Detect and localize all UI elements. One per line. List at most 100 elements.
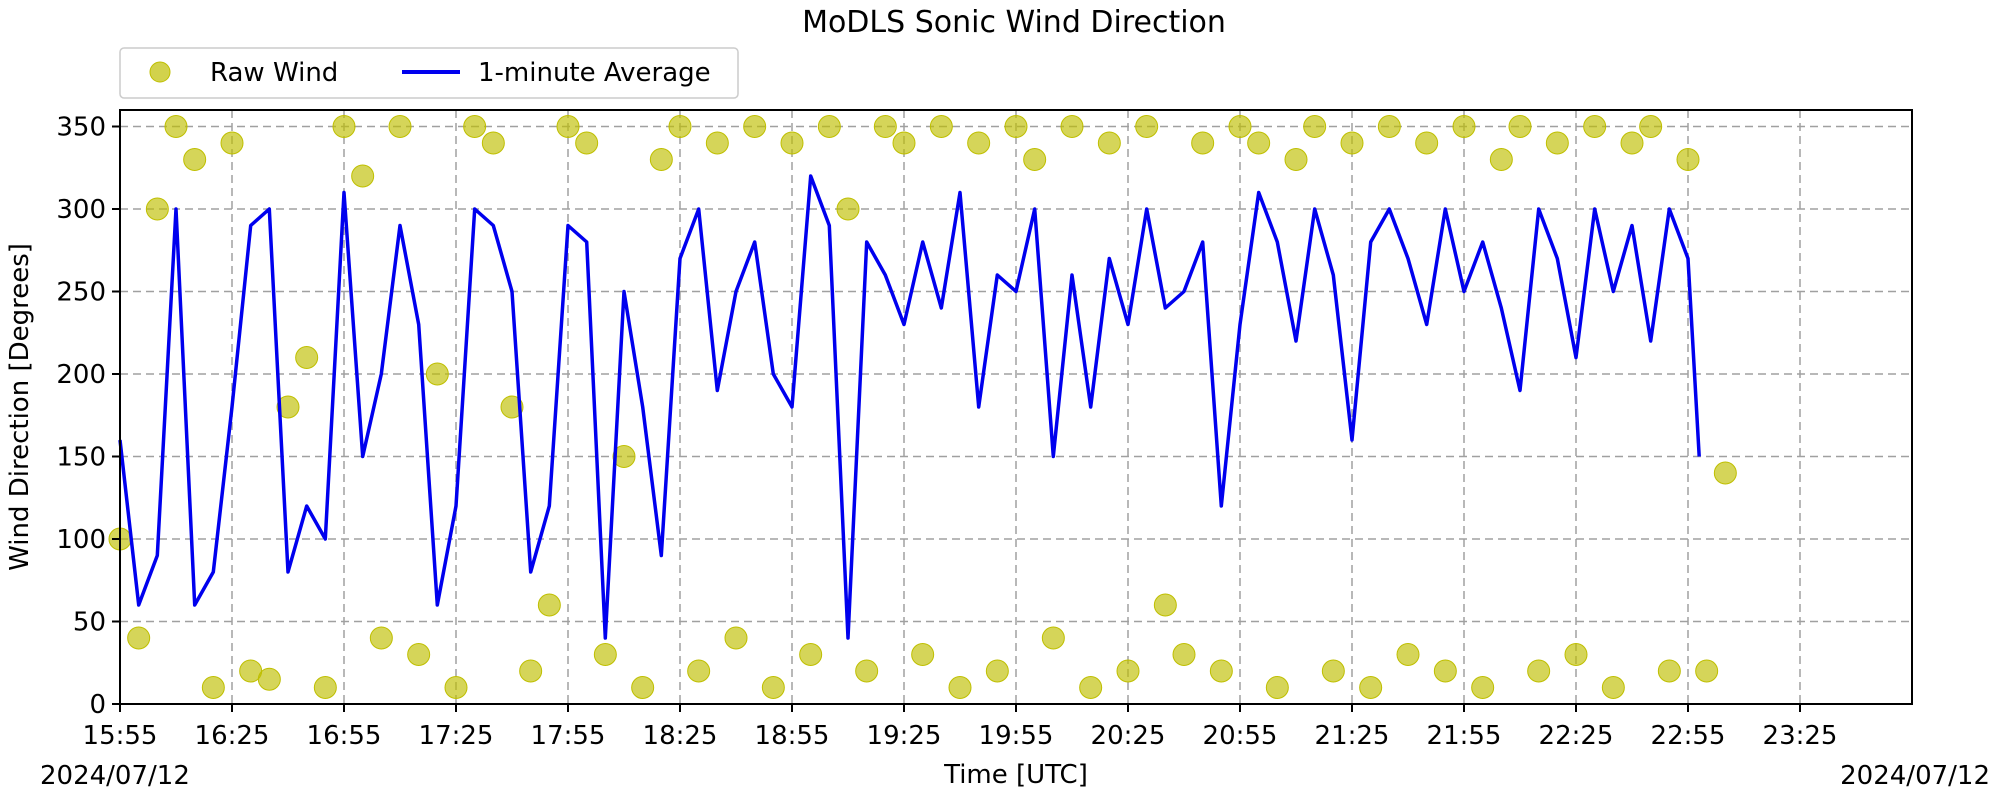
raw-wind-point — [724, 626, 748, 650]
raw-wind-point — [220, 131, 244, 155]
raw-wind-point — [1135, 115, 1159, 138]
date-label-left: 2024/07/12 — [40, 761, 190, 791]
raw-wind-point — [1153, 593, 1177, 617]
raw-wind-point — [1415, 131, 1439, 155]
y-tick-label: 250 — [56, 278, 106, 308]
raw-wind-point — [556, 115, 580, 138]
one-minute-average-line — [118, 174, 1701, 640]
raw-wind-point — [183, 148, 207, 171]
raw-wind-point — [463, 115, 487, 138]
x-tick-label: 15:55 — [83, 721, 158, 751]
raw-wind-point — [1228, 115, 1252, 138]
raw-wind-point — [593, 643, 617, 666]
x-tick-label: 18:25 — [643, 721, 718, 751]
raw-wind-point — [1489, 148, 1513, 171]
raw-wind-point — [1471, 676, 1495, 699]
raw-wind-point — [164, 115, 188, 138]
raw-wind-point — [1340, 131, 1364, 155]
legend: Raw Wind 1-minute Average — [119, 47, 739, 99]
raw-wind-point — [929, 115, 953, 138]
raw-wind-point — [1601, 676, 1625, 699]
raw-wind-point — [481, 131, 505, 155]
raw-wind-point — [836, 197, 860, 221]
raw-wind-point — [1377, 115, 1401, 138]
raw-wind-point — [257, 667, 281, 691]
raw-wind-point — [668, 115, 692, 138]
raw-wind-point — [649, 148, 673, 171]
legend-raw-wind-label: Raw Wind — [210, 58, 338, 88]
raw-wind-point — [313, 676, 337, 699]
x-tick-label: 16:25 — [195, 721, 270, 751]
raw-wind-point — [1284, 148, 1308, 171]
x-tick-label: 21:55 — [1427, 721, 1502, 751]
raw-wind-point — [519, 659, 543, 683]
raw-wind-point — [1004, 115, 1028, 138]
raw-wind-point — [201, 676, 225, 699]
raw-wind-point — [948, 676, 972, 699]
raw-wind-point — [1209, 659, 1233, 683]
raw-wind-point — [276, 395, 300, 419]
raw-wind-point — [1620, 131, 1644, 155]
x-tick-label: 16:55 — [307, 721, 382, 751]
plot-frame — [119, 109, 1913, 705]
raw-wind-point — [127, 626, 151, 650]
raw-wind-point — [1676, 148, 1700, 171]
raw-wind-point — [1321, 659, 1345, 683]
raw-wind-point — [388, 115, 412, 138]
raw-wind-point — [761, 676, 785, 699]
x-tick-label: 20:25 — [1091, 721, 1166, 751]
raw-wind-point — [1527, 659, 1551, 683]
raw-wind-point — [743, 115, 767, 138]
raw-wind-point — [1041, 626, 1065, 650]
raw-wind-scatter — [108, 115, 1737, 699]
raw-wind-point — [985, 659, 1009, 683]
chart-title: MoDLS Sonic Wind Direction — [802, 5, 1226, 40]
x-axis-label: Time [UTC] — [943, 760, 1088, 790]
raw-wind-point — [1265, 676, 1289, 699]
raw-wind-point — [1583, 115, 1607, 138]
raw-wind-point — [537, 593, 561, 617]
raw-wind-point — [295, 346, 319, 369]
raw-wind-point — [1545, 131, 1569, 155]
raw-wind-point — [687, 659, 711, 683]
y-tick-label: 100 — [56, 525, 106, 555]
legend-average-label: 1-minute Average — [478, 58, 711, 88]
raw-wind-point — [817, 115, 841, 138]
raw-wind-point — [911, 643, 935, 666]
raw-wind-point — [500, 395, 524, 419]
raw-wind-point — [1097, 131, 1121, 155]
legend-raw-wind-marker — [149, 61, 171, 83]
raw-wind-point — [1508, 115, 1532, 138]
x-tick-label: 22:25 — [1539, 721, 1614, 751]
date-label-right: 2024/07/12 — [1840, 761, 1990, 791]
x-tick-label: 19:25 — [867, 721, 942, 751]
y-axis-label: Wind Direction [Degrees] — [5, 243, 35, 571]
raw-wind-point — [892, 131, 916, 155]
raw-wind-point — [351, 164, 375, 188]
raw-wind-point — [855, 659, 879, 683]
x-axis-ticks: 15:55 16:25 16:55 17:25 17:55 18:25 18:55 19:25… — [83, 704, 1837, 751]
raw-wind-point — [575, 131, 599, 155]
raw-wind-point — [369, 626, 393, 650]
raw-wind-point — [407, 643, 431, 666]
y-tick-label: 200 — [56, 360, 106, 390]
x-tick-label: 17:25 — [419, 721, 494, 751]
gridlines — [119, 110, 1912, 705]
x-tick-label: 17:55 — [531, 721, 606, 751]
raw-wind-point — [780, 131, 804, 155]
raw-wind-point — [425, 362, 449, 386]
x-tick-label: 21:25 — [1315, 721, 1390, 751]
x-tick-label: 22:55 — [1651, 721, 1726, 751]
raw-wind-point — [873, 115, 897, 138]
raw-wind-point — [1116, 659, 1140, 683]
raw-wind-point — [145, 197, 169, 221]
y-tick-label: 150 — [56, 443, 106, 473]
raw-wind-point — [1079, 676, 1103, 699]
raw-wind-point — [1247, 131, 1271, 155]
y-tick-label: 50 — [73, 608, 106, 638]
x-tick-label: 20:55 — [1203, 721, 1278, 751]
raw-wind-point — [799, 643, 823, 666]
raw-wind-point — [967, 131, 991, 155]
x-tick-label: 19:55 — [979, 721, 1054, 751]
raw-wind-point — [1303, 115, 1327, 138]
